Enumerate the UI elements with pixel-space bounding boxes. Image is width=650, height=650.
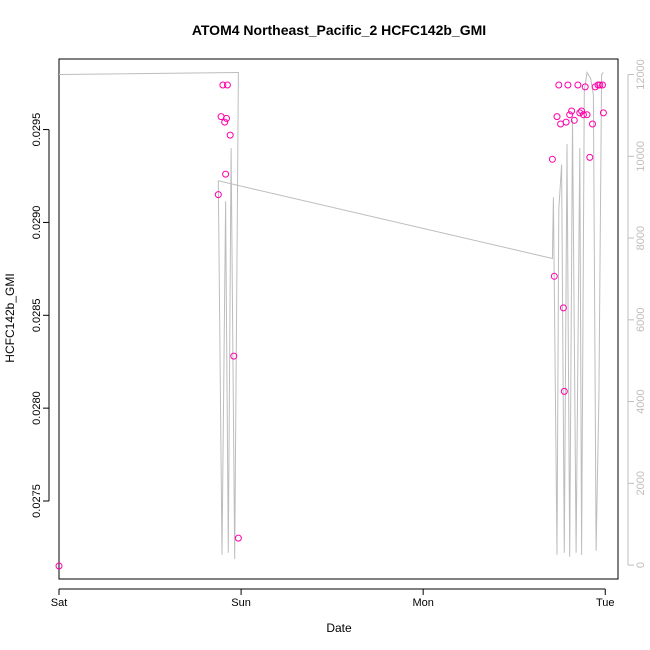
data-point: [553, 113, 561, 121]
data-point: [564, 81, 572, 89]
data-point: [223, 81, 231, 89]
data-point: [230, 352, 238, 360]
data-point: [574, 81, 582, 89]
x-tick-label: Sun: [231, 597, 251, 609]
y2-tick-label: 12000: [635, 59, 647, 90]
y-tick-label: 0.0280: [31, 391, 43, 425]
altitude-series: [58, 71, 604, 560]
data-point: [548, 155, 556, 163]
y-tick-label: 0.0290: [31, 206, 43, 240]
plot-frame: [58, 58, 619, 580]
data-point: [214, 191, 222, 199]
data-point: [589, 120, 596, 128]
data-point: [578, 107, 586, 115]
altitude-line: [58, 71, 604, 560]
chart-title: ATOM4 Northeast_Pacific_2 HCFC142b_GMI: [192, 22, 486, 38]
y2-tick-label: 10000: [635, 141, 647, 172]
data-point: [599, 81, 606, 89]
data-point: [579, 111, 587, 119]
y-tick-label: 0.0275: [31, 484, 43, 518]
data-point: [568, 107, 576, 115]
data-point: [576, 109, 584, 117]
data-point: [226, 131, 234, 139]
data-point: [223, 114, 230, 122]
data-point: [222, 170, 230, 178]
y-tick-label: 0.0285: [31, 298, 43, 332]
y-axis-label: HCFC142b_GMI: [3, 273, 17, 362]
y2-tick-label: 0: [635, 562, 647, 568]
y2-tick-label: 8000: [635, 226, 647, 250]
x-tick-label: Sat: [51, 597, 68, 609]
data-point: [221, 118, 229, 126]
data-point: [555, 81, 563, 89]
data-point: [559, 304, 567, 312]
data-point: [550, 272, 558, 280]
data-point: [562, 118, 570, 126]
data-point: [581, 83, 589, 91]
data-point: [599, 109, 607, 117]
y-axis: 0.0275 0.0280 0.0285 0.0290 0.0295: [31, 113, 50, 518]
x-axis-label: Date: [326, 621, 352, 635]
data-point: [570, 116, 578, 124]
x-tick-label: Tue: [596, 597, 615, 609]
points-series: [55, 81, 607, 570]
x-tick-label: Mon: [412, 597, 433, 609]
data-point: [583, 111, 591, 119]
y-tick-label: 0.0295: [31, 113, 43, 147]
x-axis: Sat Sun Mon Tue: [51, 588, 615, 609]
y2-tick-label: 4000: [635, 389, 647, 413]
data-point: [586, 153, 594, 161]
data-point: [596, 81, 604, 89]
data-point: [55, 562, 63, 570]
y2-tick-label: 2000: [635, 471, 647, 495]
data-point: [566, 111, 574, 119]
data-point: [234, 534, 242, 542]
data-point: [560, 387, 568, 395]
data-point: [219, 81, 227, 89]
y2-axis: 0 2000 4000 6000 8000 10000 12000: [627, 59, 647, 568]
y2-tick-label: 6000: [635, 308, 647, 332]
